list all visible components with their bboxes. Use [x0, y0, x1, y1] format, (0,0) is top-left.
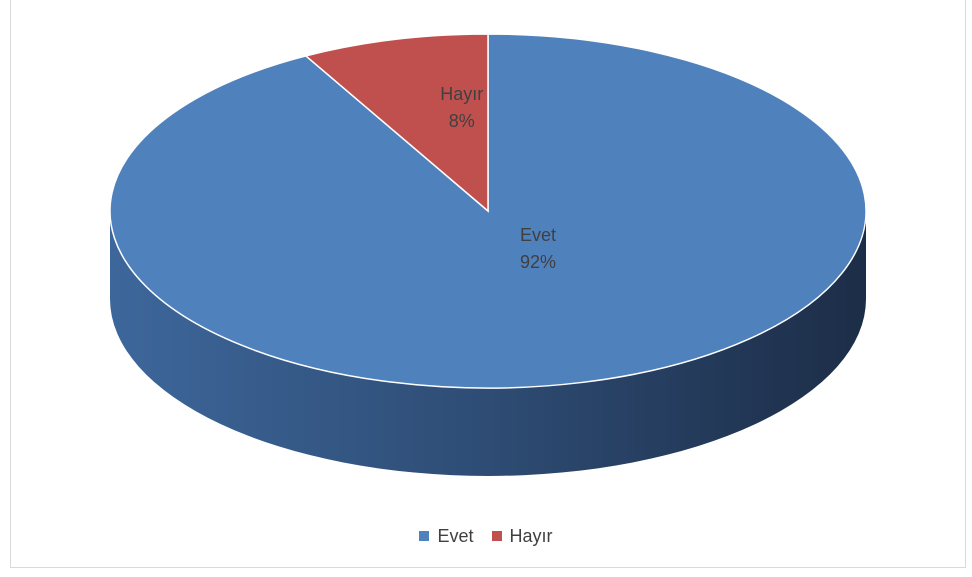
pie-label-layer: Evet 92% Hayır 8%: [440, 84, 556, 272]
pie-side-layer: [110, 211, 866, 476]
pie-side-evet: [110, 211, 866, 476]
slice-label-evet: Evet: [520, 225, 556, 245]
slice-label-hayir: Hayır: [440, 84, 483, 104]
legend-entry-evet: Evet: [419, 525, 474, 547]
legend-label-hayir: Hayır: [509, 525, 553, 546]
slice-value-evet: 92%: [520, 252, 556, 272]
slice-value-hayir: 8%: [449, 111, 475, 131]
legend: Evet Hayır: [0, 524, 972, 548]
pie-slice-hayir: [304, 33, 489, 213]
pie-top-layer: [109, 33, 867, 389]
legend-swatch-evet: [419, 531, 430, 541]
legend-swatch-hayir: [491, 531, 502, 541]
legend-label-evet: Evet: [437, 525, 474, 546]
legend-entry-hayir: Hayır: [491, 525, 553, 547]
